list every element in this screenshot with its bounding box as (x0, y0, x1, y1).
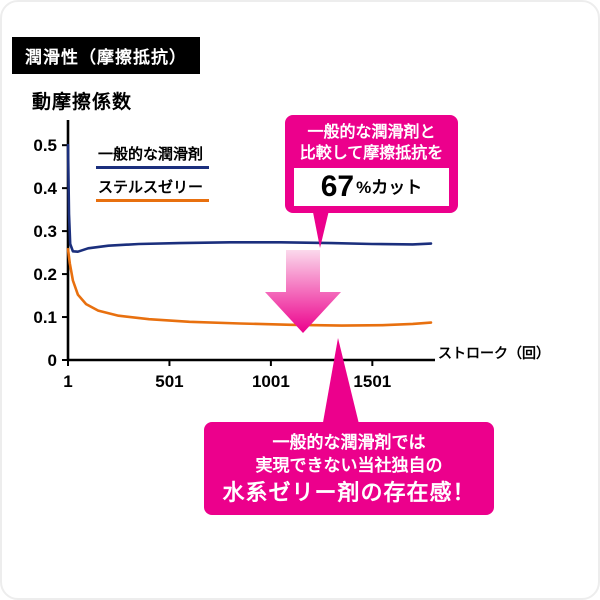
callout-jelly-presence: 一般的な潤滑剤では 実現できない当社独自の 水系ゼリー剤の存在感！ (204, 422, 494, 515)
callout-bottom-line2: 実現できない当社独自の (255, 456, 443, 475)
svg-text:0.2: 0.2 (33, 265, 57, 284)
x-axis-label: ストローク（回） (438, 345, 550, 361)
callout-bottom-line3: 水系ゼリー剤の存在感！ (222, 480, 476, 505)
chart-title: 動摩擦係数 (32, 92, 133, 113)
svg-text:1501: 1501 (353, 372, 391, 391)
callout-top-highlight: 67 %カット (294, 168, 449, 206)
legend-item-general-lubricant: 一般的な潤滑剤 (96, 143, 210, 169)
svg-text:1001: 1001 (252, 372, 290, 391)
legend-label: ステルスゼリー (98, 179, 204, 196)
callout-bottom-tail (322, 338, 360, 428)
svg-text:1: 1 (63, 372, 72, 391)
svg-text:0: 0 (48, 351, 57, 370)
svg-text:0.5: 0.5 (33, 136, 57, 155)
callout-top-line2: 比較して摩擦抵抗を (299, 145, 444, 162)
svg-text:0.1: 0.1 (33, 308, 57, 327)
callout-bottom-line1: 一般的な潤滑剤では (272, 433, 426, 452)
svg-text:501: 501 (155, 372, 183, 391)
cut-percent-value: 67 (320, 170, 355, 203)
legend-label: 一般的な潤滑剤 (98, 146, 204, 163)
legend-item-stealth-jelly: ステルスゼリー (96, 176, 210, 202)
legend: 一般的な潤滑剤 ステルスゼリー (96, 143, 210, 209)
section-title: 潤滑性（摩擦抵抗） (25, 48, 187, 67)
cut-percent-suffix: %カット (356, 177, 423, 197)
section-title-badge: 潤滑性（摩擦抵抗） (12, 37, 200, 74)
callout-top-line1: 一般的な潤滑剤と (307, 124, 436, 141)
down-arrow-icon (265, 250, 341, 333)
callout-friction-cut: 一般的な潤滑剤と 比較して摩擦抵抗を 67 %カット (285, 115, 458, 213)
svg-text:0.4: 0.4 (33, 179, 57, 198)
svg-text:0.3: 0.3 (33, 222, 57, 241)
